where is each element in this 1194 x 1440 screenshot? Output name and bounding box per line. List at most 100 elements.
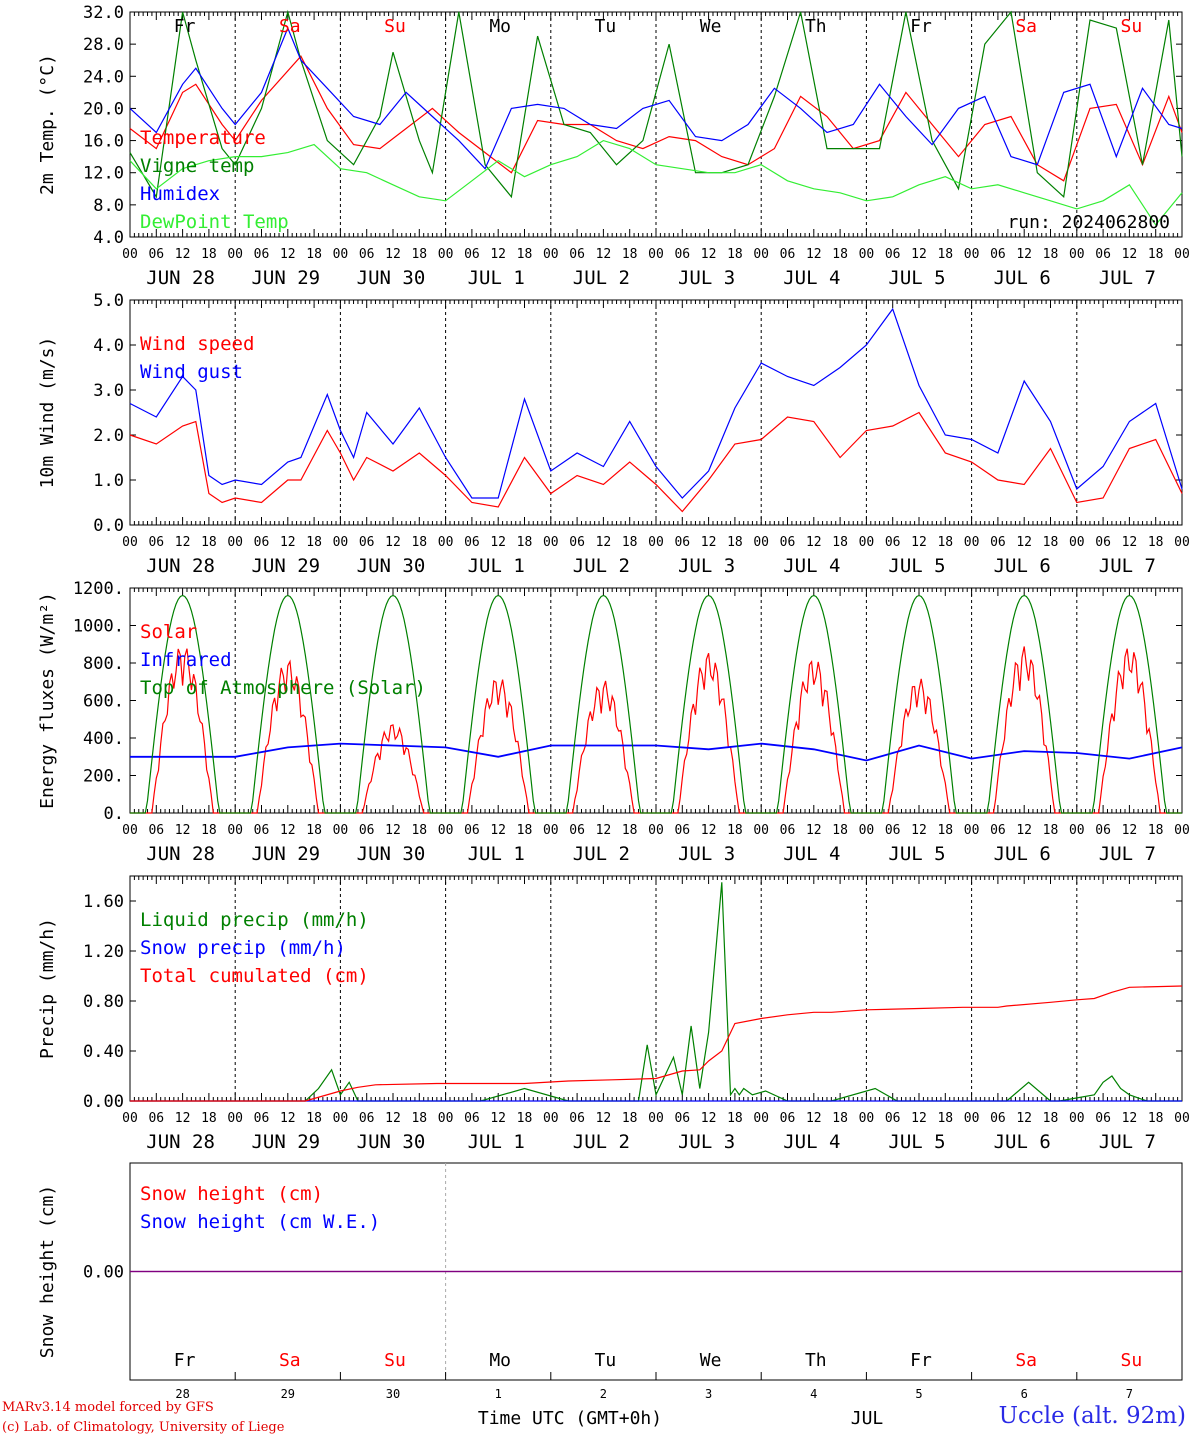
panel-2-y-tick-label: 4.0 <box>93 336 124 356</box>
panel-2-hour-tick-label: 06 <box>569 535 585 550</box>
panel-1-hour-tick-label: 12 <box>490 247 506 262</box>
panel-2-hour-tick-label: 12 <box>280 535 296 550</box>
panel-3-y-tick-label: 600. <box>83 692 124 712</box>
panel-4-y-axis-label: Precip (mm/h) <box>37 918 58 1059</box>
panel-3-hour-tick-label: 12 <box>806 823 822 838</box>
panel-2-hour-tick-label: 18 <box>937 535 953 550</box>
panel-3-hour-tick-label: 00 <box>227 823 243 838</box>
panel-3-day-label: JUL 7 <box>1099 843 1156 865</box>
panel-4-day-label: JUL 4 <box>783 1131 840 1153</box>
panel-1-day-label: JUL 3 <box>678 267 735 289</box>
panel-1-hour-tick-label: 18 <box>727 247 743 262</box>
panel-2-hour-tick-label: 18 <box>201 535 217 550</box>
panel-3-series-line-3 <box>130 594 1182 814</box>
panel-1-legend-entry: Temperature <box>140 127 266 149</box>
panel-2-day-label: JUL 6 <box>994 555 1051 577</box>
panel-4-y-tick-label: 0.80 <box>83 992 124 1012</box>
panel-1-hour-tick-label: 06 <box>148 247 164 262</box>
panel-1-y-tick-label: 12.0 <box>83 164 124 184</box>
panel-3-hour-tick-label: 00 <box>753 823 769 838</box>
panel-4-hour-tick-label: 06 <box>674 1111 690 1126</box>
panel-3-hour-tick-label: 00 <box>964 823 980 838</box>
panel-4-hour-tick-label: 12 <box>385 1111 401 1126</box>
panel-2-hour-tick-label: 18 <box>832 535 848 550</box>
panel-3-hour-tick-label: 06 <box>780 823 796 838</box>
panel-1-y-tick-label: 4.0 <box>93 228 124 248</box>
panel-3-y-tick-label: 1000. <box>73 617 124 637</box>
panel-2-hour-tick-label: 00 <box>1069 535 1085 550</box>
panel-2-hour-tick-label: 12 <box>701 535 717 550</box>
panel-3-hour-tick-label: 06 <box>148 823 164 838</box>
panel-2-hour-tick-label: 06 <box>1095 535 1111 550</box>
panel-3-hour-tick-label: 18 <box>201 823 217 838</box>
panel-3-frame <box>129 587 1183 814</box>
panel-3-hour-tick-label: 00 <box>333 823 349 838</box>
panel-2-hour-tick-label: 06 <box>780 535 796 550</box>
bottom-weekday-label: Su <box>1121 1350 1143 1371</box>
panel-4-day-label: JUL 6 <box>994 1131 1051 1153</box>
panel-1-legend-entry: DewPoint Temp <box>140 211 289 233</box>
panel-2-hour-tick-label: 00 <box>333 535 349 550</box>
panel-1-hour-tick-label: 12 <box>596 247 612 262</box>
panel-1-day-label: JUL 7 <box>1099 267 1156 289</box>
panel-2-hour-tick-label: 00 <box>964 535 980 550</box>
panel-4-hour-tick-label: 06 <box>780 1111 796 1126</box>
panel-1-hour-tick-label: 12 <box>1016 247 1032 262</box>
panel-3-hour-tick-label: 00 <box>1069 823 1085 838</box>
panel-2-hour-tick-label: 12 <box>490 535 506 550</box>
panel-1-hour-tick-label: 06 <box>990 247 1006 262</box>
panel-1-hour-tick-label: 00 <box>227 247 243 262</box>
panel-3-y-tick-label: 0. <box>104 804 124 824</box>
bottom-weekday-label: Fr <box>910 1350 932 1371</box>
panel-5-y-tick-label: 0.00 <box>83 1263 124 1283</box>
panel-2-day-label: JUL 2 <box>573 555 630 577</box>
bottom-weekday-label: Th <box>805 1350 827 1371</box>
panel-1-hour-tick-label: 00 <box>333 247 349 262</box>
panel-1-y-tick-label: 32.0 <box>83 3 124 23</box>
panel-3-day-label: JUL 2 <box>573 843 630 865</box>
panel-2-hour-tick-label: 00 <box>543 535 559 550</box>
panel-3-hour-tick-label: 00 <box>648 823 664 838</box>
panel-1-hour-tick-label: 06 <box>569 247 585 262</box>
panel-4-hour-tick-label: 00 <box>333 1111 349 1126</box>
panel-1-day-label: JUN 28 <box>146 267 215 289</box>
panel-4-hour-tick-label: 00 <box>648 1111 664 1126</box>
bottom-weekday-label: Sa <box>1015 1350 1037 1371</box>
panel-2-hour-tick-label: 12 <box>806 535 822 550</box>
panel-4-hour-tick-label: 18 <box>727 1111 743 1126</box>
panel-4-hour-tick-label: 06 <box>359 1111 375 1126</box>
panel-3-series-line-2 <box>130 742 1183 762</box>
panel-4-day-label: JUL 2 <box>573 1131 630 1153</box>
panel-1-hour-tick-label: 00 <box>438 247 454 262</box>
panel-4-y-tick-label: 0.40 <box>83 1042 124 1062</box>
panel-4-hour-tick-label: 06 <box>1095 1111 1111 1126</box>
panel-5-y-axis-label: Snow height (cm) <box>37 1185 58 1358</box>
panel-1-y-tick-label: 16.0 <box>83 132 124 152</box>
panel-3-hour-tick-label: 06 <box>254 823 270 838</box>
panel-2-hour-tick-label: 00 <box>859 535 875 550</box>
top-weekday-label: Su <box>384 16 406 37</box>
panel-3-hour-tick-label: 18 <box>727 823 743 838</box>
bottom-day-number: 30 <box>386 1387 400 1401</box>
panel-4-hour-tick-label: 00 <box>438 1111 454 1126</box>
panel-2-hour-tick-label: 06 <box>885 535 901 550</box>
panel-4-hour-tick-label: 18 <box>937 1111 953 1126</box>
panel-2-hour-tick-label: 18 <box>1043 535 1059 550</box>
panel-1-hour-tick-label: 12 <box>385 247 401 262</box>
panel-3-hour-tick-label: 18 <box>306 823 322 838</box>
panel-3-hour-tick-label: 12 <box>490 823 506 838</box>
panel-3-day-label: JUL 5 <box>888 843 945 865</box>
panel-1-day-label: JUN 30 <box>357 267 426 289</box>
panel-4-hour-tick-label: 18 <box>1148 1111 1164 1126</box>
panel-4-hour-tick-label: 00 <box>543 1111 559 1126</box>
panel-4-hour-tick-label: 06 <box>148 1111 164 1126</box>
panel-2-hour-tick-label: 12 <box>175 535 191 550</box>
panel-1-hour-tick-label: 00 <box>1174 247 1190 262</box>
top-weekday-label: Sa <box>279 16 301 37</box>
panel-3-hour-tick-label: 12 <box>701 823 717 838</box>
month-label: JUL <box>851 1408 884 1429</box>
panel-1-hour-tick-label: 06 <box>464 247 480 262</box>
panel-2-hour-tick-label: 00 <box>227 535 243 550</box>
panel-1-hour-tick-label: 06 <box>885 247 901 262</box>
